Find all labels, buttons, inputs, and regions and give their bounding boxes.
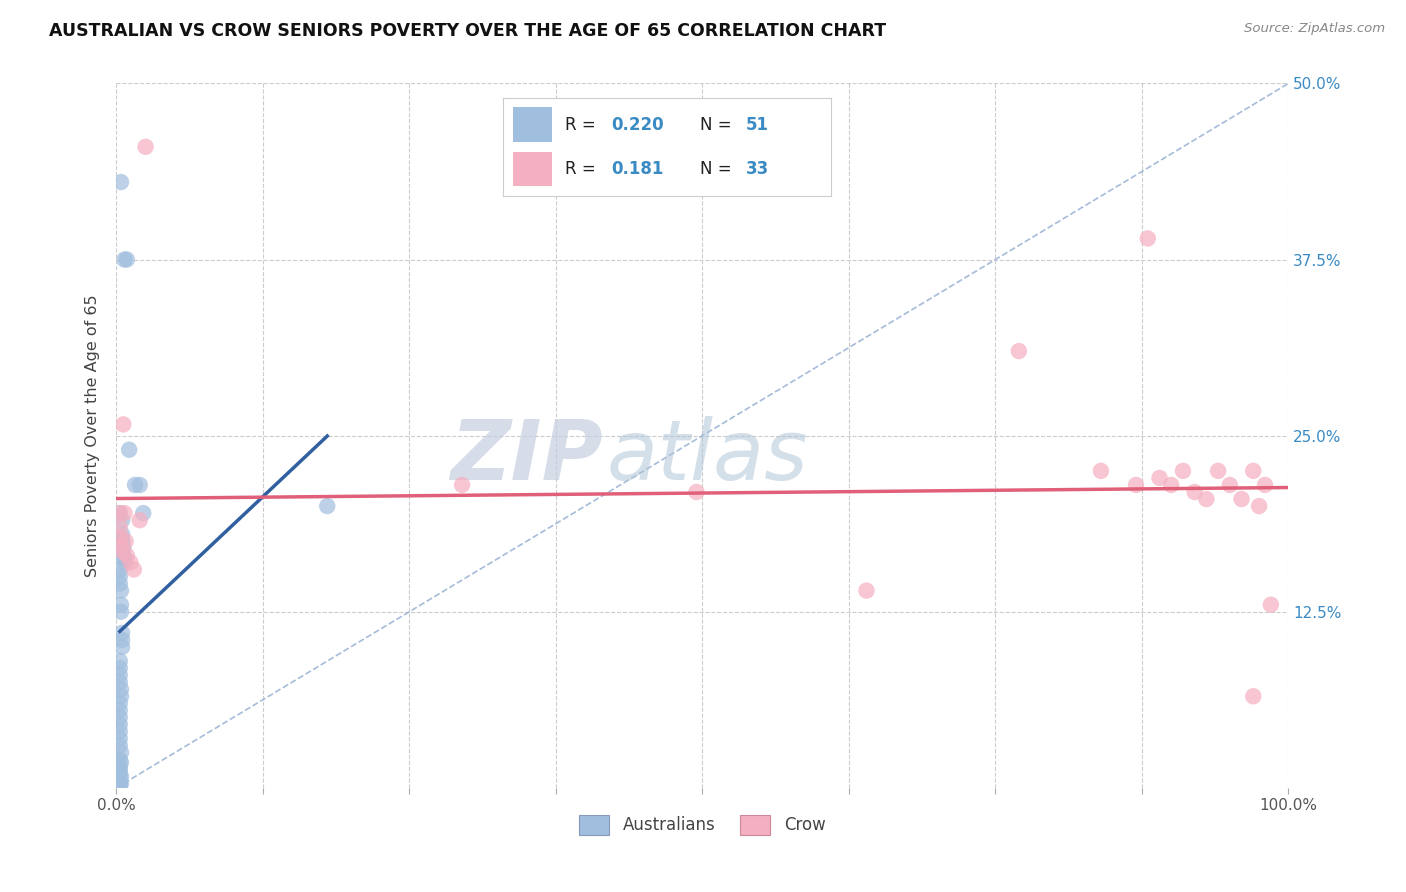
Point — [108, 766, 131, 780]
Point — [110, 756, 132, 770]
Point — [316, 499, 339, 513]
Point — [108, 569, 131, 583]
Point — [118, 442, 141, 457]
Text: Source: ZipAtlas.com: Source: ZipAtlas.com — [1244, 22, 1385, 36]
Point — [108, 763, 131, 777]
Point — [108, 520, 131, 534]
Point — [108, 753, 131, 767]
Point — [108, 668, 131, 682]
Point — [685, 485, 707, 500]
Point — [108, 778, 131, 792]
Point — [135, 140, 157, 154]
Point — [1160, 478, 1182, 492]
Point — [108, 731, 131, 746]
Text: AUSTRALIAN VS CROW SENIORS POVERTY OVER THE AGE OF 65 CORRELATION CHART: AUSTRALIAN VS CROW SENIORS POVERTY OVER … — [49, 22, 886, 40]
Point — [110, 682, 132, 697]
Text: ZIP: ZIP — [450, 417, 603, 497]
Point — [1241, 464, 1264, 478]
Point — [111, 625, 134, 640]
Point — [108, 675, 131, 690]
Point — [110, 605, 132, 619]
Point — [114, 534, 136, 549]
Point — [111, 640, 134, 654]
Point — [114, 252, 136, 267]
Point — [132, 506, 155, 520]
Point — [122, 562, 145, 576]
Point — [114, 551, 136, 566]
Point — [108, 739, 131, 753]
Point — [1249, 499, 1271, 513]
Point — [110, 746, 132, 760]
Point — [111, 632, 134, 647]
Point — [108, 710, 131, 724]
Point — [110, 776, 132, 790]
Point — [1219, 478, 1241, 492]
Point — [1125, 478, 1147, 492]
Point — [110, 598, 132, 612]
Point — [1241, 690, 1264, 704]
Point — [1136, 231, 1159, 245]
Point — [120, 556, 142, 570]
Point — [110, 690, 132, 704]
Point — [1260, 598, 1282, 612]
Point — [1090, 464, 1112, 478]
Point — [111, 544, 134, 558]
Text: atlas: atlas — [606, 417, 808, 497]
Point — [110, 539, 132, 553]
Point — [451, 478, 474, 492]
Point — [1184, 485, 1206, 500]
Point — [1195, 491, 1218, 506]
Point — [111, 534, 134, 549]
Point — [108, 703, 131, 717]
Point — [108, 661, 131, 675]
Point — [108, 506, 131, 520]
Point — [108, 717, 131, 731]
Point — [108, 506, 131, 520]
Point — [111, 534, 134, 549]
Point — [124, 478, 146, 492]
Point — [115, 549, 138, 563]
Point — [111, 513, 134, 527]
Point — [110, 583, 132, 598]
Point — [114, 506, 136, 520]
Point — [1206, 464, 1229, 478]
Point — [1230, 491, 1253, 506]
Point — [112, 417, 135, 432]
Point — [108, 576, 131, 591]
Point — [128, 478, 150, 492]
Point — [114, 556, 136, 570]
Point — [110, 530, 132, 544]
Legend: Australians, Crow: Australians, Crow — [571, 807, 834, 843]
Point — [110, 175, 132, 189]
Point — [112, 549, 135, 563]
Point — [112, 541, 135, 556]
Point — [115, 252, 138, 267]
Point — [108, 724, 131, 739]
Point — [108, 562, 131, 576]
Point — [1171, 464, 1194, 478]
Point — [1254, 478, 1277, 492]
Point — [110, 770, 132, 784]
Point — [1008, 344, 1031, 359]
Point — [108, 775, 131, 789]
Point — [108, 772, 131, 787]
Point — [108, 760, 131, 774]
Y-axis label: Seniors Poverty Over the Age of 65: Seniors Poverty Over the Age of 65 — [86, 294, 100, 577]
Point — [1149, 471, 1171, 485]
Point — [108, 776, 131, 790]
Point — [111, 527, 134, 541]
Point — [108, 654, 131, 668]
Point — [855, 583, 877, 598]
Point — [108, 696, 131, 710]
Point — [128, 513, 150, 527]
